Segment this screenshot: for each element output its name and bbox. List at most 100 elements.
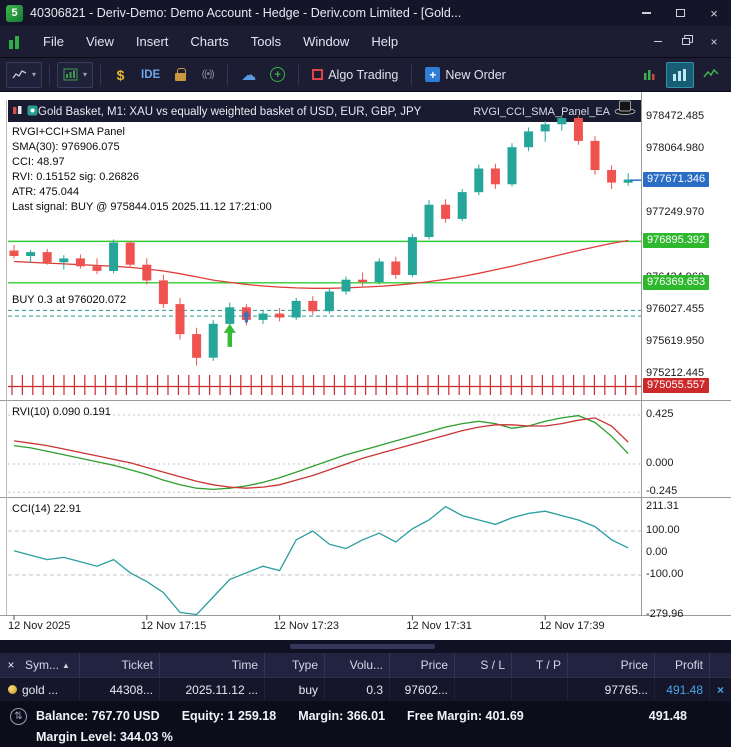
rvi-axis-label: -0.245 <box>646 485 678 498</box>
new-order-label: New Order <box>445 67 506 82</box>
chart-header-icons <box>12 105 38 116</box>
ide-button[interactable]: IDE <box>135 62 166 88</box>
column-label: T / P <box>535 658 561 672</box>
status-item-3: Free Margin: 401.69 <box>407 709 524 723</box>
chart-area[interactable]: Gold Basket, M1: XAU vs equally weighted… <box>0 92 731 640</box>
chart-style-button[interactable]: ▾ <box>6 61 43 88</box>
tick-chart-button[interactable] <box>637 62 663 88</box>
tick-columns-icon <box>644 70 655 80</box>
ea-hat-icon[interactable] <box>614 100 636 120</box>
column-label: Sym... <box>25 658 60 672</box>
column-header-9[interactable]: Profit <box>655 653 710 677</box>
cell-value: 44308... <box>109 682 153 697</box>
algo-trading-button[interactable]: Algo Trading <box>306 62 404 88</box>
chart-type-button[interactable]: ▾ <box>57 61 94 88</box>
column-header-3[interactable]: Type <box>265 653 325 677</box>
close-button[interactable]: × <box>697 0 731 26</box>
position-row[interactable]: gold ... 44308... 2025.11.12 ... buy 0.3 9760… <box>0 678 731 701</box>
account-summary: Balance: 767.70 USD Equity: 1 259.18 Margi… <box>36 709 546 723</box>
price-badge: 975055.557 <box>643 378 710 394</box>
cell-6 <box>455 678 512 701</box>
symbol-mini-icon <box>27 105 38 116</box>
depth-of-market-button[interactable] <box>666 61 694 88</box>
cell-7 <box>512 678 568 701</box>
column-header-2[interactable]: Time <box>160 653 265 677</box>
overlay-line-3: RVI: 0.15152 sig: 0.26826 <box>12 171 140 183</box>
column-header-4[interactable]: Volu... <box>325 653 390 677</box>
mt5-icon <box>9 35 25 49</box>
overlay-line-5: Last signal: BUY @ 975844.015 2025.11.12… <box>12 201 272 213</box>
market-button[interactable] <box>168 62 193 88</box>
menu-charts[interactable]: Charts <box>190 34 229 49</box>
column-label: Volu... <box>349 658 383 672</box>
lock-icon <box>175 68 187 81</box>
cci-axis-label: 100.00 <box>646 524 680 536</box>
close-icon: × <box>710 5 718 21</box>
column-label: S / L <box>480 658 505 672</box>
ide-icon: IDE <box>141 68 161 81</box>
connection-icon: ⇅ <box>10 707 27 725</box>
toolbox-close-button[interactable]: × <box>7 658 15 672</box>
price-badge: 976895.392 <box>643 233 710 249</box>
toolbar-separator <box>49 64 51 85</box>
column-header-8[interactable]: Price <box>568 653 655 677</box>
time-axis-label: 12 Nov 17:15 <box>140 620 207 632</box>
add-account-button[interactable]: + <box>264 62 291 88</box>
chart-hscrollbar[interactable] <box>0 640 731 653</box>
minimize-button[interactable] <box>629 0 663 26</box>
bars-icon <box>673 68 686 81</box>
cell-value: 2025.11.12 ... <box>185 682 258 697</box>
maximize-icon <box>675 9 685 17</box>
cci-axis-label: -279.96 <box>646 607 684 620</box>
chart-minimize-button[interactable] <box>645 31 671 53</box>
app-logo-icon: 5 <box>6 4 23 22</box>
new-order-button[interactable]: + New Order <box>419 62 511 88</box>
column-label: Profit <box>674 658 703 672</box>
maximize-button[interactable] <box>663 0 697 26</box>
status-line-1: ⇅ Balance: 767.70 USD Equity: 1 259.18 Mar… <box>10 706 721 726</box>
price-badge: 977671.346 <box>643 172 710 188</box>
column-header-0[interactable]: Sym... ▲ <box>22 653 80 677</box>
menu-file[interactable]: File <box>43 34 64 49</box>
new-order-icon: + <box>425 67 441 82</box>
toolbar-separator <box>411 64 413 85</box>
status-bar: ⇅ Balance: 767.70 USD Equity: 1 259.18 Mar… <box>0 701 731 747</box>
overlay-line-0: RVGI+CCI+SMA Panel <box>12 126 125 138</box>
scrollbar-thumb[interactable] <box>290 644 435 649</box>
column-header-6[interactable]: S / L <box>455 653 512 677</box>
chart-close-button[interactable]: × <box>701 31 727 53</box>
cell-8: 97765... <box>568 678 655 701</box>
column-header-5[interactable]: Price <box>390 653 455 677</box>
price-axis-label: 978472.485 <box>646 110 705 122</box>
cloud-button[interactable]: ☁ <box>235 62 262 88</box>
close-position-button[interactable]: × <box>716 682 724 697</box>
menu-bar: File View Insert Charts Tools Window Help × <box>0 26 731 58</box>
chart-restore-button[interactable] <box>673 31 699 53</box>
symbol-text: gold ... <box>22 682 59 697</box>
title-bar: 5 40306821 - Deriv-Demo: Demo Account - … <box>0 0 731 26</box>
column-header-1[interactable]: Ticket <box>80 653 160 677</box>
time-axis-label: 12 Nov 17:39 <box>539 620 605 632</box>
signals-button[interactable]: ((•)) <box>195 62 220 88</box>
toolbar-separator <box>298 64 300 85</box>
column-header-7[interactable]: T / P <box>512 653 568 677</box>
indicator-overlay-text: RVGI+CCI+SMA Panel SMA(30): 976906.075 CCI… <box>12 125 272 215</box>
plus-circle-icon: + <box>270 67 286 82</box>
chart-title: Gold Basket, M1: XAU vs equally weighted… <box>38 106 422 118</box>
toolbox-header: × Sym... ▲ Ticket Time Type Volu... Price S / L… <box>0 653 731 678</box>
gold-symbol-icon <box>8 685 17 694</box>
dollar-icon: $ <box>116 66 125 83</box>
cell-symbol: gold ... <box>0 678 80 701</box>
accounts-button[interactable]: $ <box>108 62 133 88</box>
menu-help[interactable]: Help <box>371 34 399 49</box>
toolbar: ▾ ▾ $ IDE ((•)) ☁ + Algo Trading + New O… <box>0 58 731 92</box>
profit-value: 491.48 <box>666 682 703 697</box>
cell-5: 97602... <box>390 678 455 701</box>
menu-window[interactable]: Window <box>303 34 350 49</box>
status-item-2: Margin: 366.01 <box>298 709 386 723</box>
menu-tools[interactable]: Tools <box>250 34 282 49</box>
menu-insert[interactable]: Insert <box>135 34 169 49</box>
line-mode-button[interactable] <box>697 62 725 88</box>
menu-view[interactable]: View <box>85 34 114 49</box>
